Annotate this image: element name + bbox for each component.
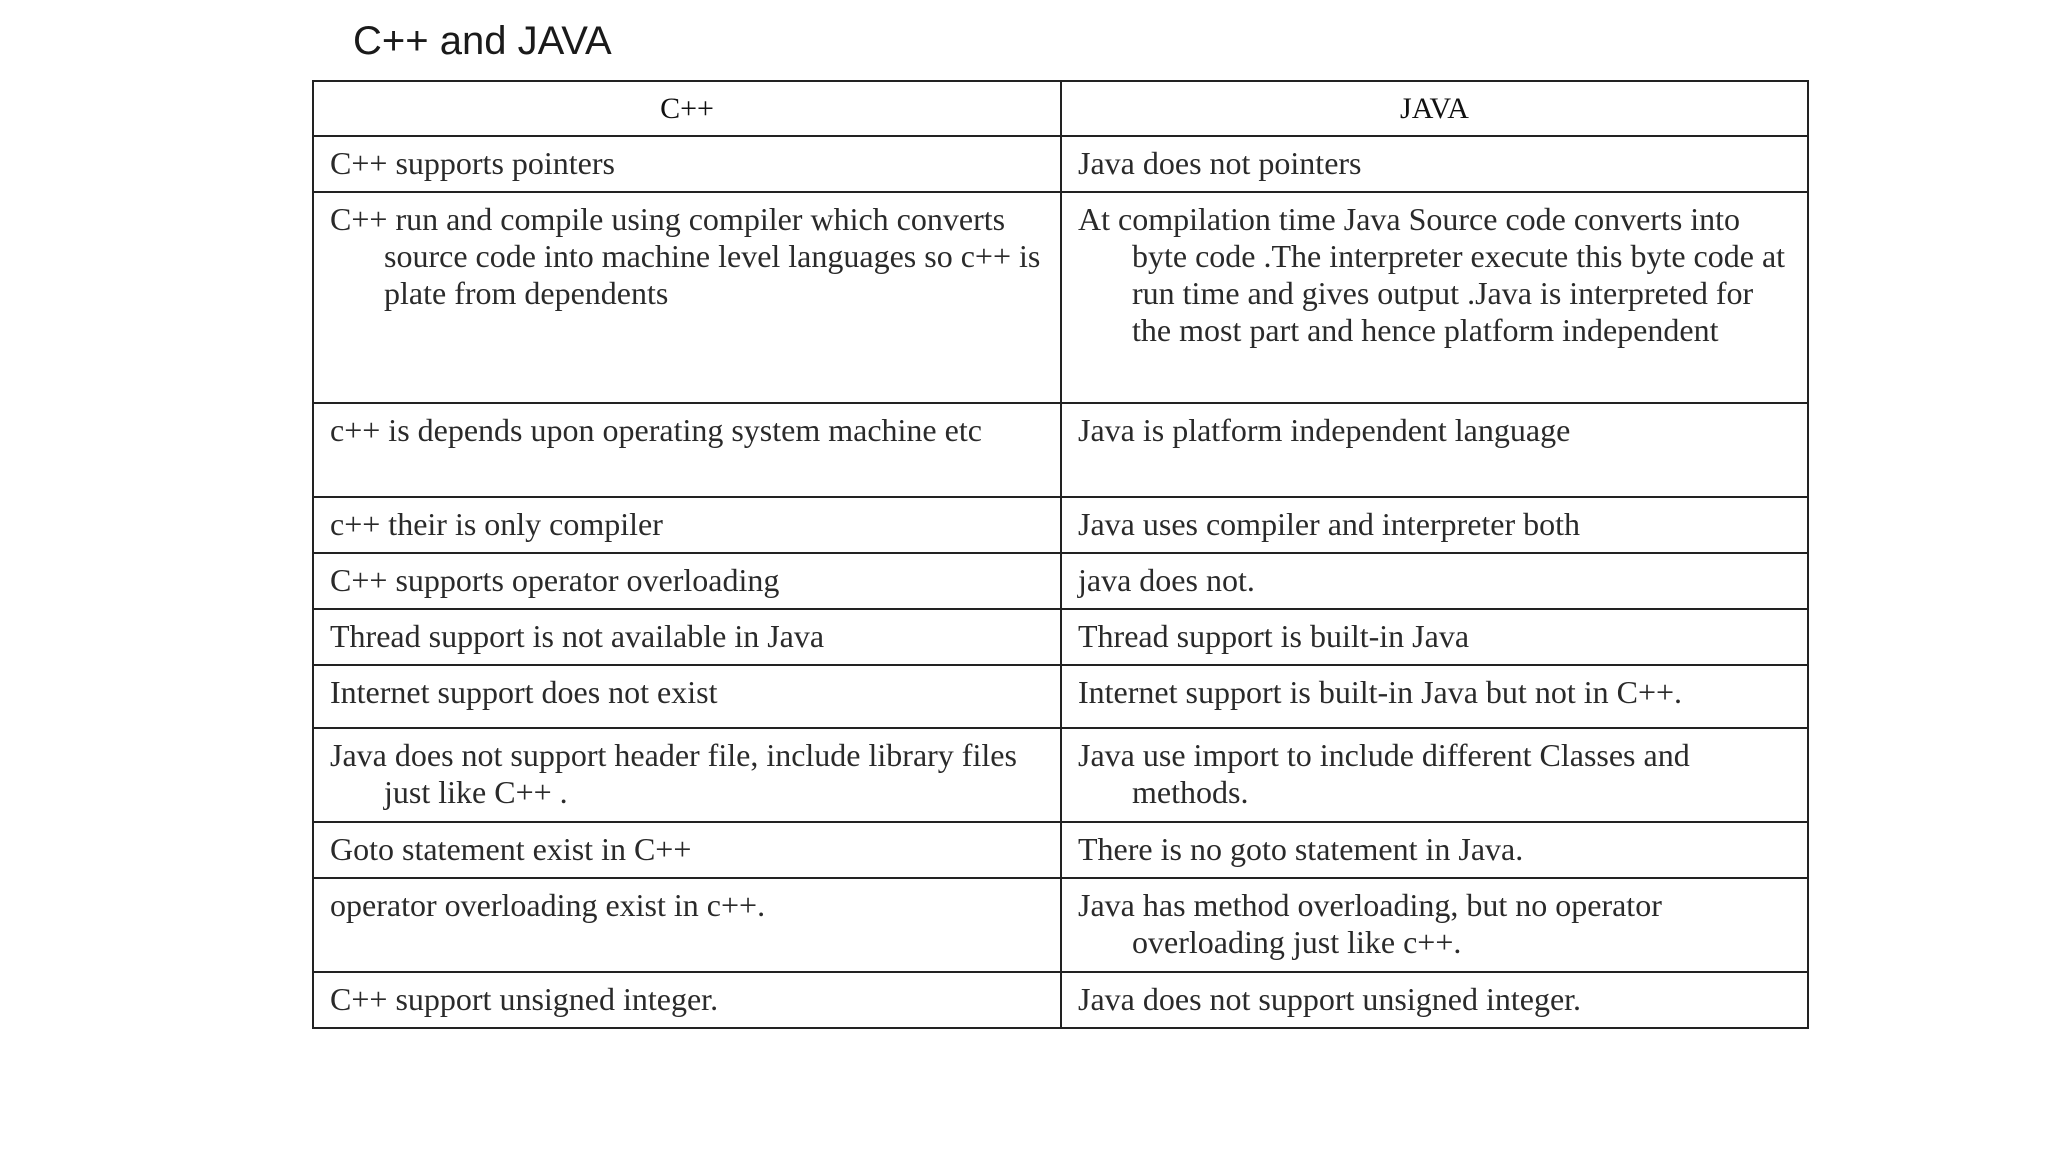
cpp-cell: operator overloading exist in c++. bbox=[312, 877, 1062, 973]
cpp-cell: Thread support is not available in Java bbox=[312, 608, 1062, 666]
cpp-cell: C++ supports operator overloading bbox=[312, 552, 1062, 610]
cpp-cell: Java does not support header file, inclu… bbox=[312, 727, 1062, 823]
slide-title: C++ and JAVA bbox=[353, 19, 612, 63]
java-cell: Java is platform independent language bbox=[1060, 402, 1809, 498]
table-row: Thread support is not available in Java … bbox=[312, 608, 1809, 666]
cpp-cell: Goto statement exist in C++ bbox=[312, 821, 1062, 879]
cpp-cell: C++ run and compile using compiler which… bbox=[312, 191, 1062, 404]
table-row: Goto statement exist in C++ There is no … bbox=[312, 821, 1809, 879]
cpp-cell: c++ their is only compiler bbox=[312, 496, 1062, 554]
table-header-row: C++ JAVA bbox=[312, 80, 1809, 137]
table-row: C++ support unsigned integer. Java does … bbox=[312, 971, 1809, 1029]
java-cell: Java use import to include different Cla… bbox=[1060, 727, 1809, 823]
java-cell: Java uses compiler and interpreter both bbox=[1060, 496, 1809, 554]
java-cell: Internet support is built-in Java but no… bbox=[1060, 664, 1809, 729]
cpp-cell: Internet support does not exist bbox=[312, 664, 1062, 729]
column-header-java: JAVA bbox=[1060, 80, 1809, 137]
table-row: C++ supports operator overloading java d… bbox=[312, 552, 1809, 610]
java-cell: At compilation time Java Source code con… bbox=[1060, 191, 1809, 404]
table-row: Internet support does not exist Internet… bbox=[312, 664, 1809, 729]
table-row: operator overloading exist in c++. Java … bbox=[312, 877, 1809, 973]
cpp-cell: c++ is depends upon operating system mac… bbox=[312, 402, 1062, 498]
java-cell: Java does not pointers bbox=[1060, 135, 1809, 193]
table-row: c++ their is only compiler Java uses com… bbox=[312, 496, 1809, 554]
table-row: c++ is depends upon operating system mac… bbox=[312, 402, 1809, 498]
cpp-cell: C++ supports pointers bbox=[312, 135, 1062, 193]
cpp-cell: C++ support unsigned integer. bbox=[312, 971, 1062, 1029]
table-row: C++ supports pointers Java does not poin… bbox=[312, 135, 1809, 193]
comparison-table: C++ JAVA C++ supports pointers Java does… bbox=[312, 80, 1809, 1029]
java-cell: There is no goto statement in Java. bbox=[1060, 821, 1809, 879]
java-cell: Thread support is built-in Java bbox=[1060, 608, 1809, 666]
table-row: C++ run and compile using compiler which… bbox=[312, 191, 1809, 404]
column-header-cpp: C++ bbox=[312, 80, 1062, 137]
table-row: Java does not support header file, inclu… bbox=[312, 727, 1809, 823]
java-cell: java does not. bbox=[1060, 552, 1809, 610]
java-cell: Java does not support unsigned integer. bbox=[1060, 971, 1809, 1029]
java-cell: Java has method overloading, but no oper… bbox=[1060, 877, 1809, 973]
